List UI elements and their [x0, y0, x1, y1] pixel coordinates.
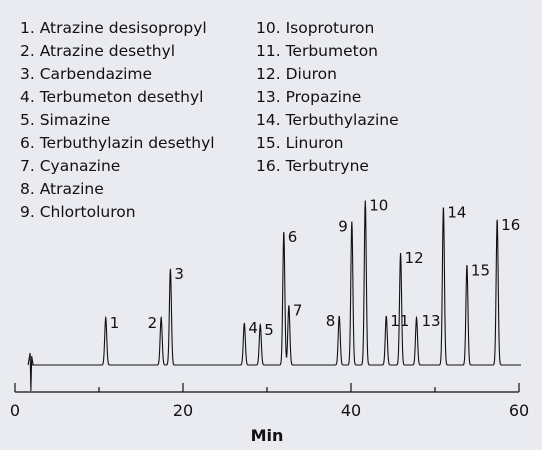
- legend-entry: 5. Simazine: [20, 111, 110, 129]
- legend-entry: 7. Cyanazine: [20, 157, 120, 175]
- legend-entry: 16. Terbutryne: [256, 157, 369, 175]
- legend-column-2: 10. Isoproturon 11. Terbumeton 12. Diuron 1…: [256, 19, 399, 175]
- legend-entry: 3. Carbendazime: [20, 65, 152, 83]
- peak-label: 9: [338, 218, 348, 236]
- legend-entry: 8. Atrazine: [20, 180, 104, 198]
- peak-label: 11: [390, 312, 409, 330]
- peak-label: 3: [174, 265, 184, 283]
- peak-label: 7: [293, 302, 303, 320]
- peak-label: 12: [405, 249, 424, 267]
- legend-entry: 6. Terbuthylazin desethyl: [20, 134, 215, 152]
- legend-entry: 9. Chlortoluron: [20, 203, 136, 221]
- legend-entry: 14. Terbuthylazine: [256, 111, 399, 129]
- legend-entry: 4. Terbumeton desethyl: [20, 88, 203, 106]
- x-tick-label: 40: [341, 401, 361, 420]
- peak-label: 16: [501, 216, 520, 234]
- legend-entry: 10. Isoproturon: [256, 19, 374, 37]
- peak-label: 4: [248, 319, 258, 337]
- legend-entry: 15. Linuron: [256, 134, 344, 152]
- peak-label: 10: [369, 197, 388, 215]
- injection-artifact: [27, 352, 34, 392]
- peak-label: 8: [326, 312, 336, 330]
- legend-entry: 2. Atrazine desethyl: [20, 42, 175, 60]
- peak-label: 14: [447, 204, 466, 222]
- peak-label: 5: [264, 321, 274, 339]
- legend-entry: 12. Diuron: [256, 65, 337, 83]
- legend-entry: 1. Atrazine desisopropyl: [20, 19, 207, 37]
- legend-column-1: 1. Atrazine desisopropyl 2. Atrazine dese…: [20, 19, 215, 221]
- peak-label: 2: [148, 314, 158, 332]
- x-tick-label: 20: [173, 401, 193, 420]
- legend-entry: 13. Propazine: [256, 88, 361, 106]
- x-axis-ticks: 0 20 40 60: [10, 383, 529, 420]
- legend-entry: 11. Terbumeton: [256, 42, 378, 60]
- chromatogram-trace: [30, 200, 521, 366]
- peak-label: 15: [471, 261, 490, 279]
- peak-label: 1: [110, 314, 120, 332]
- x-tick-label: 0: [10, 401, 20, 420]
- x-axis-title: Min: [251, 426, 284, 445]
- x-tick-label: 60: [509, 401, 529, 420]
- peak-label: 6: [288, 228, 298, 246]
- peak-label: 13: [422, 312, 441, 330]
